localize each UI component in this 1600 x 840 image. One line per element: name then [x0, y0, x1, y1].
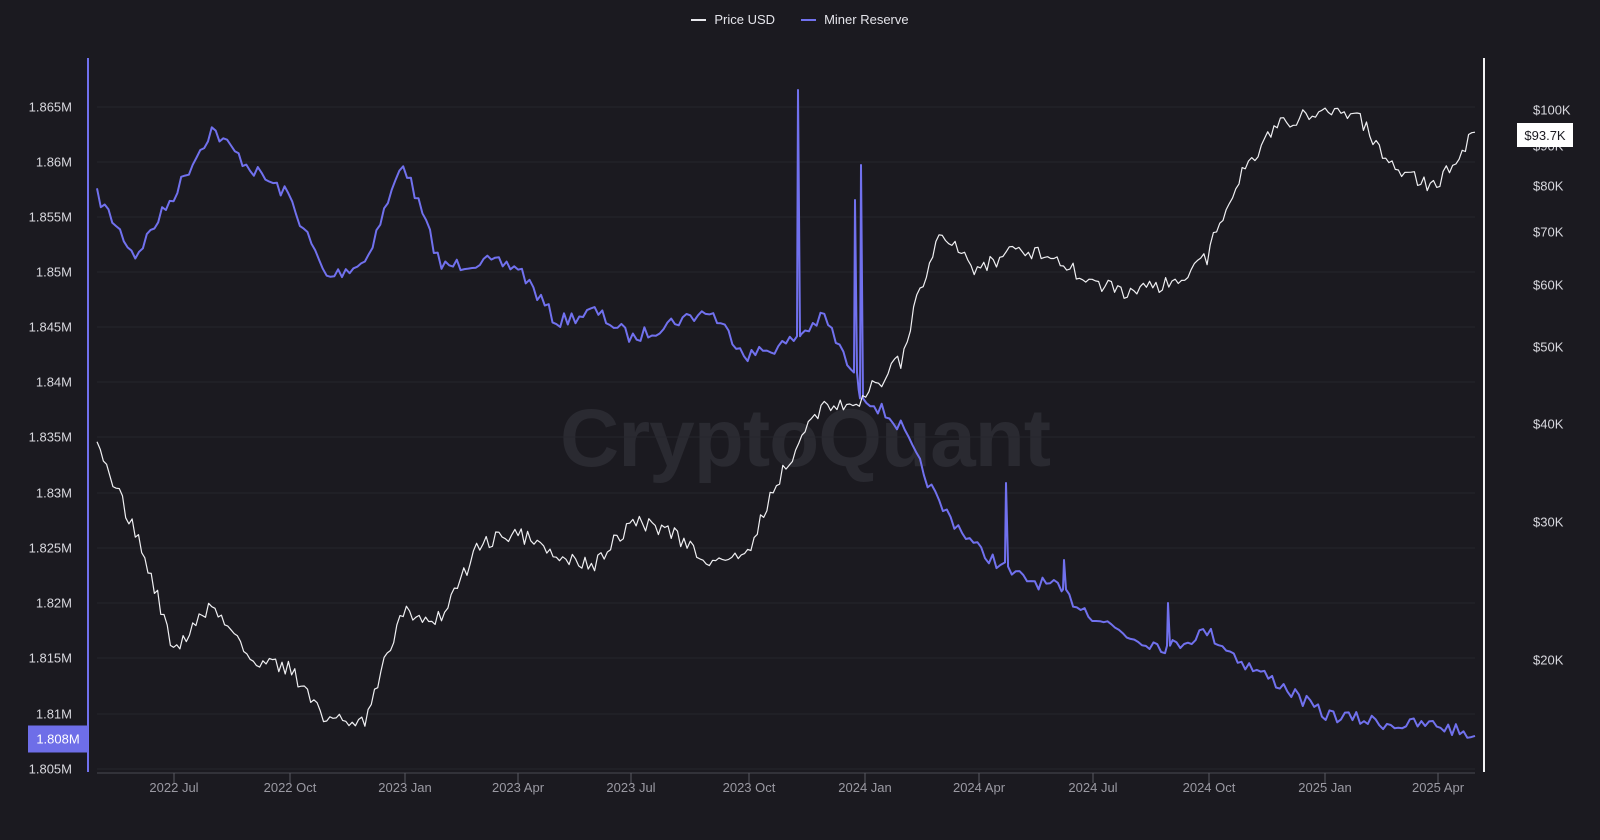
left-axis-tick: 1.835M	[28, 429, 72, 445]
x-axis-tick: 2025 Jan	[1298, 780, 1352, 795]
right-axis-tick: $80K	[1533, 178, 1564, 194]
x-axis-tick: 2022 Jul	[149, 780, 199, 795]
right-axis-tick: $20K	[1533, 652, 1564, 668]
x-axis-tick: 2024 Apr	[952, 780, 1006, 795]
x-axis-tick: 2024 Oct	[1182, 780, 1236, 795]
gridlines	[97, 106, 1475, 770]
left-axis-tick: 1.86M	[35, 154, 72, 170]
left-axis-tick: 1.81M	[35, 706, 72, 722]
x-axis-tick: 2024 Jul	[1068, 780, 1118, 795]
legend-label-price-usd: Price USD	[714, 12, 776, 27]
line-swatch-icon	[691, 18, 707, 21]
legend-item-miner-reserve[interactable]: Miner Reserve	[801, 12, 909, 27]
left-axis-tick: 1.84M	[35, 374, 72, 390]
right-axis-tick: $60K	[1533, 277, 1564, 293]
line-swatch-icon	[801, 18, 817, 21]
right-axis-tick: $40K	[1533, 416, 1564, 432]
left-axis-tick: 1.83M	[35, 485, 72, 501]
x-axis-tick: 2025 Apr	[1411, 780, 1465, 795]
chart-legend: Price USD Miner Reserve	[0, 12, 1600, 27]
left-axis-tick: 1.865M	[28, 99, 72, 115]
left-axis-tick: 1.85M	[35, 264, 72, 280]
x-axis-tick: 2023 Apr	[491, 780, 545, 795]
left-axis-tick: 1.855M	[28, 209, 72, 225]
x-axis-tick: 2022 Oct	[263, 780, 317, 795]
left-axis-tick: 1.825M	[28, 540, 72, 556]
legend-item-price-usd[interactable]: Price USD	[691, 12, 775, 27]
left-axis-tick: 1.845M	[28, 319, 72, 335]
left-axis-tick: 1.82M	[35, 595, 72, 611]
right-axis-tick: $30K	[1533, 514, 1564, 530]
left-axis-tick: 1.815M	[28, 650, 72, 666]
x-axis-tick: 2023 Jan	[378, 780, 432, 795]
right-axis-tick: $100K	[1533, 102, 1571, 118]
miner-reserve-current-badge: 1.808M	[28, 725, 88, 753]
miner-reserve-line	[96, 89, 1476, 739]
x-axis-ticks	[173, 773, 1439, 783]
right-axis-tick: $50K	[1533, 339, 1564, 355]
x-axis-tick: 2023 Oct	[722, 780, 776, 795]
right-axis-tick: $70K	[1533, 224, 1564, 240]
legend-label-miner-reserve: Miner Reserve	[824, 12, 909, 27]
price-usd-line	[96, 107, 1476, 727]
left-axis-tick: 1.805M	[28, 761, 72, 777]
x-axis-tick: 2024 Jan	[838, 780, 892, 795]
x-axis-tick: 2023 Jul	[606, 780, 656, 795]
price-current-badge: $93.7K	[1517, 123, 1573, 147]
